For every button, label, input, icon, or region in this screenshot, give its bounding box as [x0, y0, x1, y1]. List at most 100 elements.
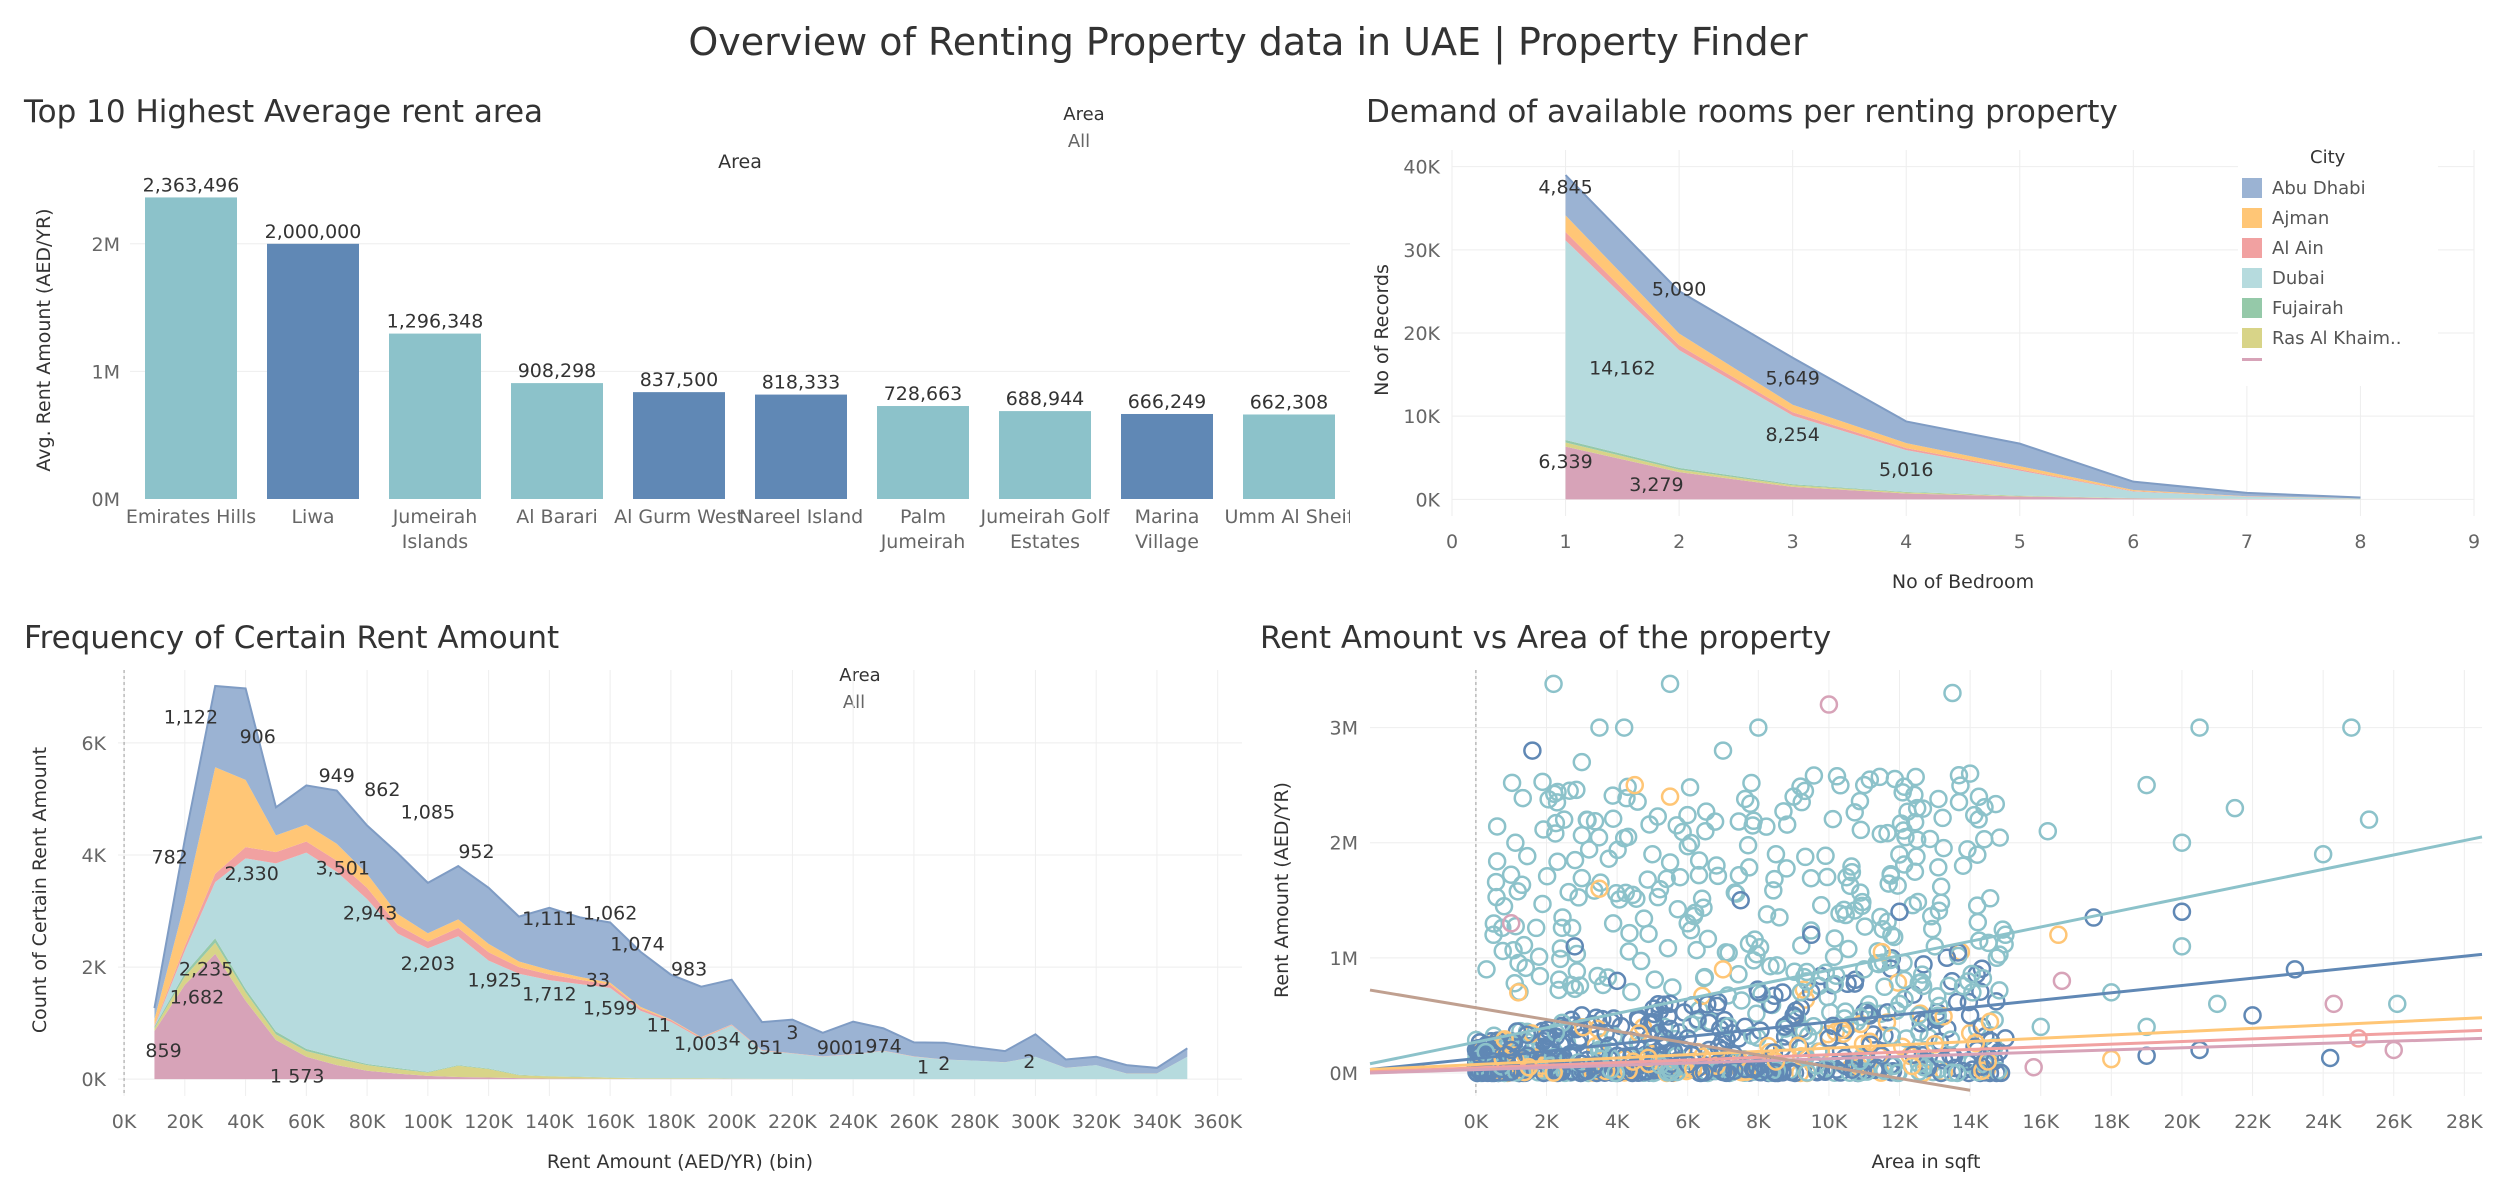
scatter-point: [1766, 844, 1786, 864]
scatter-point-cluster: [1975, 830, 1994, 849]
scatter-point-cluster: [1743, 816, 1762, 835]
scatter-point: [1784, 1006, 1803, 1025]
category-label: Emirates Hills: [126, 506, 256, 528]
scatter-point-cluster: [1627, 889, 1646, 909]
scatter-point-cluster: [1840, 876, 1860, 896]
legend-swatch: [2242, 298, 2262, 318]
category-label: Jumeirah: [392, 506, 478, 528]
scatter-point: [1837, 867, 1856, 887]
scatter-point: [1678, 914, 1697, 933]
scatter-point-cluster: [1638, 870, 1657, 889]
x-tick-label: 2K: [1534, 1111, 1559, 1133]
dashboard-title: Overview of Renting Property data in UAE…: [688, 20, 1808, 64]
x-tick-label: 8K: [1746, 1111, 1771, 1133]
scatter-point-cluster: [1645, 970, 1665, 989]
scatter-point-cluster: [1603, 786, 1622, 805]
scatter-point-cluster: [1963, 983, 1982, 1002]
scatter-point: [1802, 925, 1821, 945]
scatter-point-cluster: [1890, 845, 1909, 864]
x-axis-label: Area in sqft: [1872, 1151, 1981, 1173]
scatter-point: [2190, 1040, 2209, 1060]
scatter-point-cluster: [1928, 1006, 1948, 1025]
area-data-label: 3,279: [1629, 474, 1683, 496]
y-tick-label: 0K: [1415, 489, 1440, 511]
area-data-label: 974: [865, 1035, 901, 1057]
scatter-point-cluster: [1870, 767, 1890, 787]
area-data-label: 1,122: [164, 706, 218, 728]
area-filter-value-top[interactable]: All: [1067, 131, 1091, 152]
scatter-point-cluster: [1699, 1013, 1719, 1033]
scatter-point-cluster: [1785, 1063, 1805, 1083]
area-data-label: 573: [288, 1066, 324, 1088]
scatter-point: [2172, 937, 2192, 956]
scatter-point-cluster: [1735, 789, 1755, 809]
scatter-point-cluster: [1513, 788, 1533, 808]
legend-item: Al Ain: [2272, 238, 2324, 259]
legend-swatch: [2242, 328, 2262, 348]
scatter-point-cluster: [1913, 799, 1933, 818]
scatter-point: [2207, 994, 2227, 1014]
x-tick-label: 0: [1446, 531, 1458, 553]
trend-line: [1369, 1028, 2483, 1074]
scatter-point-cluster: [1959, 992, 1979, 1012]
scatter-point: [1960, 764, 1980, 783]
scatter-point-cluster: [1660, 853, 1680, 872]
scatter-point-cluster: [1911, 1014, 1930, 1033]
scatter-point-cluster: [1634, 909, 1654, 928]
scatter-point: [1953, 856, 1973, 875]
scatter-point-cluster: [1530, 966, 1550, 986]
scatter-point-cluster: [1658, 938, 1678, 958]
area-outline: [153, 684, 1188, 1069]
y-tick-label: 2M: [1330, 833, 1358, 855]
scatter-point-cluster: [1906, 767, 1925, 787]
scatter-point-cluster: [1953, 976, 1973, 996]
bar: [267, 243, 359, 499]
top-rent-area-bar-chart: Area 0M 1M 2M Avg. Rent Amount (AED/YR) 2,363…: [33, 151, 1350, 553]
x-tick-label: 4: [1900, 531, 1912, 553]
area-data-label: 862: [364, 779, 400, 801]
panel-title-top-rent-area: Top 10 Highest Average rent area: [24, 94, 544, 130]
scatter-point-cluster: [1939, 976, 1959, 996]
x-tick-label: 240K: [829, 1111, 878, 1133]
scatter-point-cluster: [1929, 858, 1948, 877]
scatter-point-cluster: [1622, 982, 1641, 1002]
scatter-point-cluster: [1639, 924, 1658, 944]
x-tick-label: 14K: [1952, 1111, 1989, 1133]
scatter-point-cluster: [1717, 1063, 1736, 1083]
scatter-point-cluster: [1875, 977, 1894, 997]
area-data-label: 1,074: [610, 933, 664, 955]
scatter-point-cluster: [1486, 872, 1506, 892]
scatter-point: [1614, 718, 1634, 737]
trend-line: [1369, 1036, 2483, 1075]
area-data-label: 6,339: [1538, 451, 1592, 473]
scatter-point-cluster: [1971, 982, 1990, 1001]
scatter-point-cluster: [1777, 815, 1797, 834]
area-data-label: 8,254: [1765, 424, 1819, 446]
scatter-point-cluster: [1747, 1004, 1766, 1023]
scatter-point-cluster: [1502, 773, 1522, 793]
scatter-point: [2225, 798, 2245, 818]
scatter-point-cluster: [1631, 951, 1651, 971]
area-filter-value-bottom[interactable]: All: [842, 692, 866, 713]
scatter-point-cluster: [1506, 833, 1525, 853]
scatter-point-cluster: [1986, 992, 2006, 1011]
scatter-point: [1565, 937, 1584, 956]
scatter-point-cluster: [1705, 812, 1725, 831]
trend-line: [1369, 988, 1971, 1092]
scatter-point-cluster: [1619, 942, 1639, 961]
x-tick-label: 180K: [647, 1111, 696, 1133]
scatter-point-cluster: [1505, 973, 1524, 993]
area-data-label: 33: [586, 970, 610, 992]
y-axis-label: Rent Amount (AED/YR): [1271, 782, 1293, 998]
scatter-point-cluster: [1980, 1012, 2000, 1032]
legend-item: Dubai: [2272, 268, 2325, 289]
area-data-label: 1,599: [583, 998, 637, 1020]
area-data-label: 11: [647, 1015, 671, 1037]
area-data-label: 3,501: [316, 858, 370, 880]
category-label: Liwa: [291, 506, 334, 528]
x-tick-label: 20K: [2164, 1111, 2201, 1133]
scatter-point-cluster: [1620, 923, 1639, 943]
scatter-point-cluster: [1842, 862, 1862, 882]
scatter-point: [1544, 674, 1563, 694]
bar: [145, 197, 237, 499]
